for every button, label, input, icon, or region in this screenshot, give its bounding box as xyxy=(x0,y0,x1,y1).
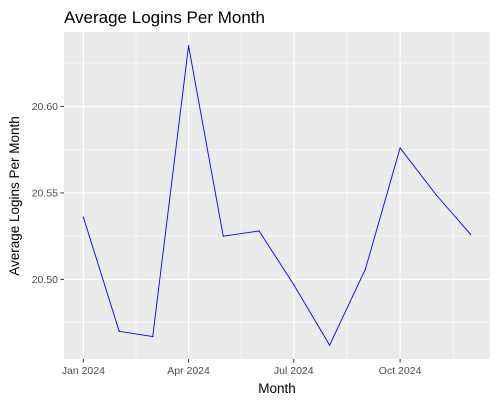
y-tick-label: 20.60 xyxy=(32,101,58,113)
data-point xyxy=(400,147,401,148)
x-tick-label: Apr 2024 xyxy=(167,365,210,377)
y-tick-label: 20.50 xyxy=(32,274,58,286)
x-axis-title: Month xyxy=(258,381,296,396)
x-tick-label: Oct 2024 xyxy=(379,365,422,377)
chart-title: Average Logins Per Month xyxy=(64,8,265,27)
data-point xyxy=(293,284,294,285)
data-point xyxy=(435,194,436,195)
data-point xyxy=(119,331,120,332)
plot-panel xyxy=(64,32,490,359)
data-point xyxy=(329,345,330,346)
y-axis: 20.50 20.55 20.60 xyxy=(32,101,64,286)
y-axis-title: Average Logins Per Month xyxy=(7,116,22,276)
x-axis: Jan 2024 Apr 2024 Jul 2024 Oct 2024 xyxy=(62,359,422,377)
x-tick-label: Jul 2024 xyxy=(274,365,314,377)
data-point xyxy=(258,230,259,231)
data-point xyxy=(188,45,189,46)
x-tick-label: Jan 2024 xyxy=(62,365,105,377)
data-point xyxy=(152,336,153,337)
y-tick-label: 20.55 xyxy=(32,188,58,200)
data-point xyxy=(365,268,366,269)
data-point xyxy=(223,236,224,237)
data-point xyxy=(83,217,84,218)
data-point xyxy=(470,234,471,235)
